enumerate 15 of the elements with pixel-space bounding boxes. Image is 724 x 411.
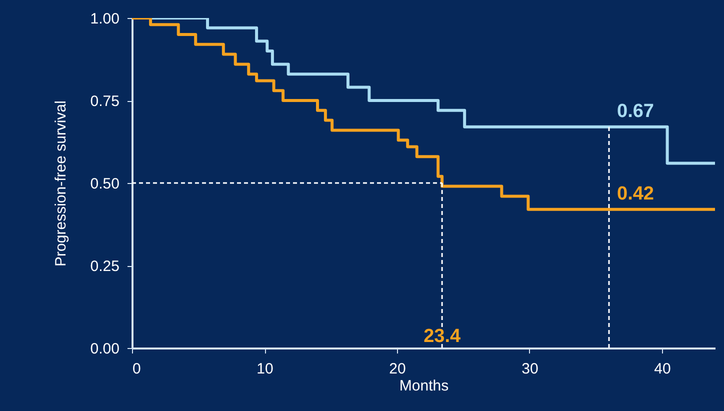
x-tick-label: 10 [256,360,274,378]
y-axis-title: Progression-free survival [52,100,70,266]
x-tick-label: 20 [389,360,406,378]
y-tick-label: 1.00 [90,10,120,28]
x-tick-label: 30 [522,360,538,378]
x-axis-title: Months [399,378,449,394]
y-tick-label: 0.50 [90,176,120,192]
y-tick-label: 0.00 [90,340,120,358]
y-tick-label: 0.25 [90,258,120,275]
x-tick-label: 0 [132,360,141,378]
x-tick-label: 40 [654,360,671,378]
annotation: 0.42 [617,183,654,204]
ref-line-label: 23.4 [424,326,461,347]
annotation: 0.67 [617,100,654,122]
y-tick-label: 0.75 [90,93,120,110]
